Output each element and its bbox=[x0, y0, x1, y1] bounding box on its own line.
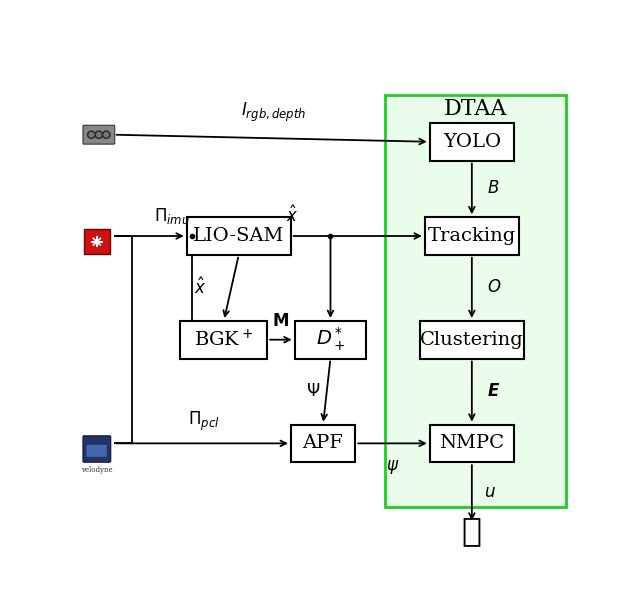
Text: $B$: $B$ bbox=[487, 181, 499, 198]
Text: velodyne: velodyne bbox=[81, 466, 113, 474]
Text: APF: APF bbox=[303, 435, 344, 452]
Text: $\mathbf{M}$: $\mathbf{M}$ bbox=[273, 313, 289, 330]
Text: $\Pi_{pcl}$: $\Pi_{pcl}$ bbox=[188, 410, 220, 433]
Text: LIO-SAM: LIO-SAM bbox=[193, 227, 284, 245]
Text: $u$: $u$ bbox=[484, 484, 496, 501]
FancyBboxPatch shape bbox=[187, 217, 291, 255]
FancyBboxPatch shape bbox=[429, 123, 514, 160]
Text: $\psi$: $\psi$ bbox=[386, 458, 399, 476]
FancyBboxPatch shape bbox=[429, 425, 514, 462]
Text: NMPC: NMPC bbox=[439, 435, 504, 452]
Text: Clustering: Clustering bbox=[420, 330, 524, 349]
Circle shape bbox=[97, 133, 101, 136]
FancyBboxPatch shape bbox=[83, 436, 111, 462]
FancyBboxPatch shape bbox=[420, 321, 524, 359]
FancyBboxPatch shape bbox=[425, 217, 519, 255]
Circle shape bbox=[95, 131, 103, 138]
FancyBboxPatch shape bbox=[83, 125, 115, 144]
Circle shape bbox=[88, 131, 95, 138]
Circle shape bbox=[102, 131, 110, 138]
Text: $\hat{x}$: $\hat{x}$ bbox=[194, 278, 207, 298]
Circle shape bbox=[89, 133, 93, 136]
FancyBboxPatch shape bbox=[180, 321, 268, 359]
FancyBboxPatch shape bbox=[84, 230, 110, 254]
FancyBboxPatch shape bbox=[291, 425, 355, 462]
Text: $\hat{x}$: $\hat{x}$ bbox=[287, 205, 299, 226]
Text: Tracking: Tracking bbox=[428, 227, 516, 245]
Text: $\Pi_{imu}$: $\Pi_{imu}$ bbox=[154, 206, 190, 226]
Text: DTAA: DTAA bbox=[444, 98, 508, 120]
Text: $\boldsymbol{E}$: $\boldsymbol{E}$ bbox=[487, 383, 500, 400]
Text: $D_+^*$: $D_+^*$ bbox=[316, 326, 346, 353]
FancyBboxPatch shape bbox=[385, 95, 566, 507]
Circle shape bbox=[104, 133, 108, 136]
Text: $\Psi$: $\Psi$ bbox=[307, 383, 321, 400]
Text: $I_{rgb,depth}$: $I_{rgb,depth}$ bbox=[241, 101, 306, 124]
FancyBboxPatch shape bbox=[86, 445, 107, 457]
Text: $O$: $O$ bbox=[487, 279, 501, 296]
Text: BGK$^+$: BGK$^+$ bbox=[194, 329, 253, 350]
Text: YOLO: YOLO bbox=[443, 133, 501, 151]
Text: 🐕: 🐕 bbox=[462, 514, 482, 547]
FancyBboxPatch shape bbox=[294, 321, 367, 359]
